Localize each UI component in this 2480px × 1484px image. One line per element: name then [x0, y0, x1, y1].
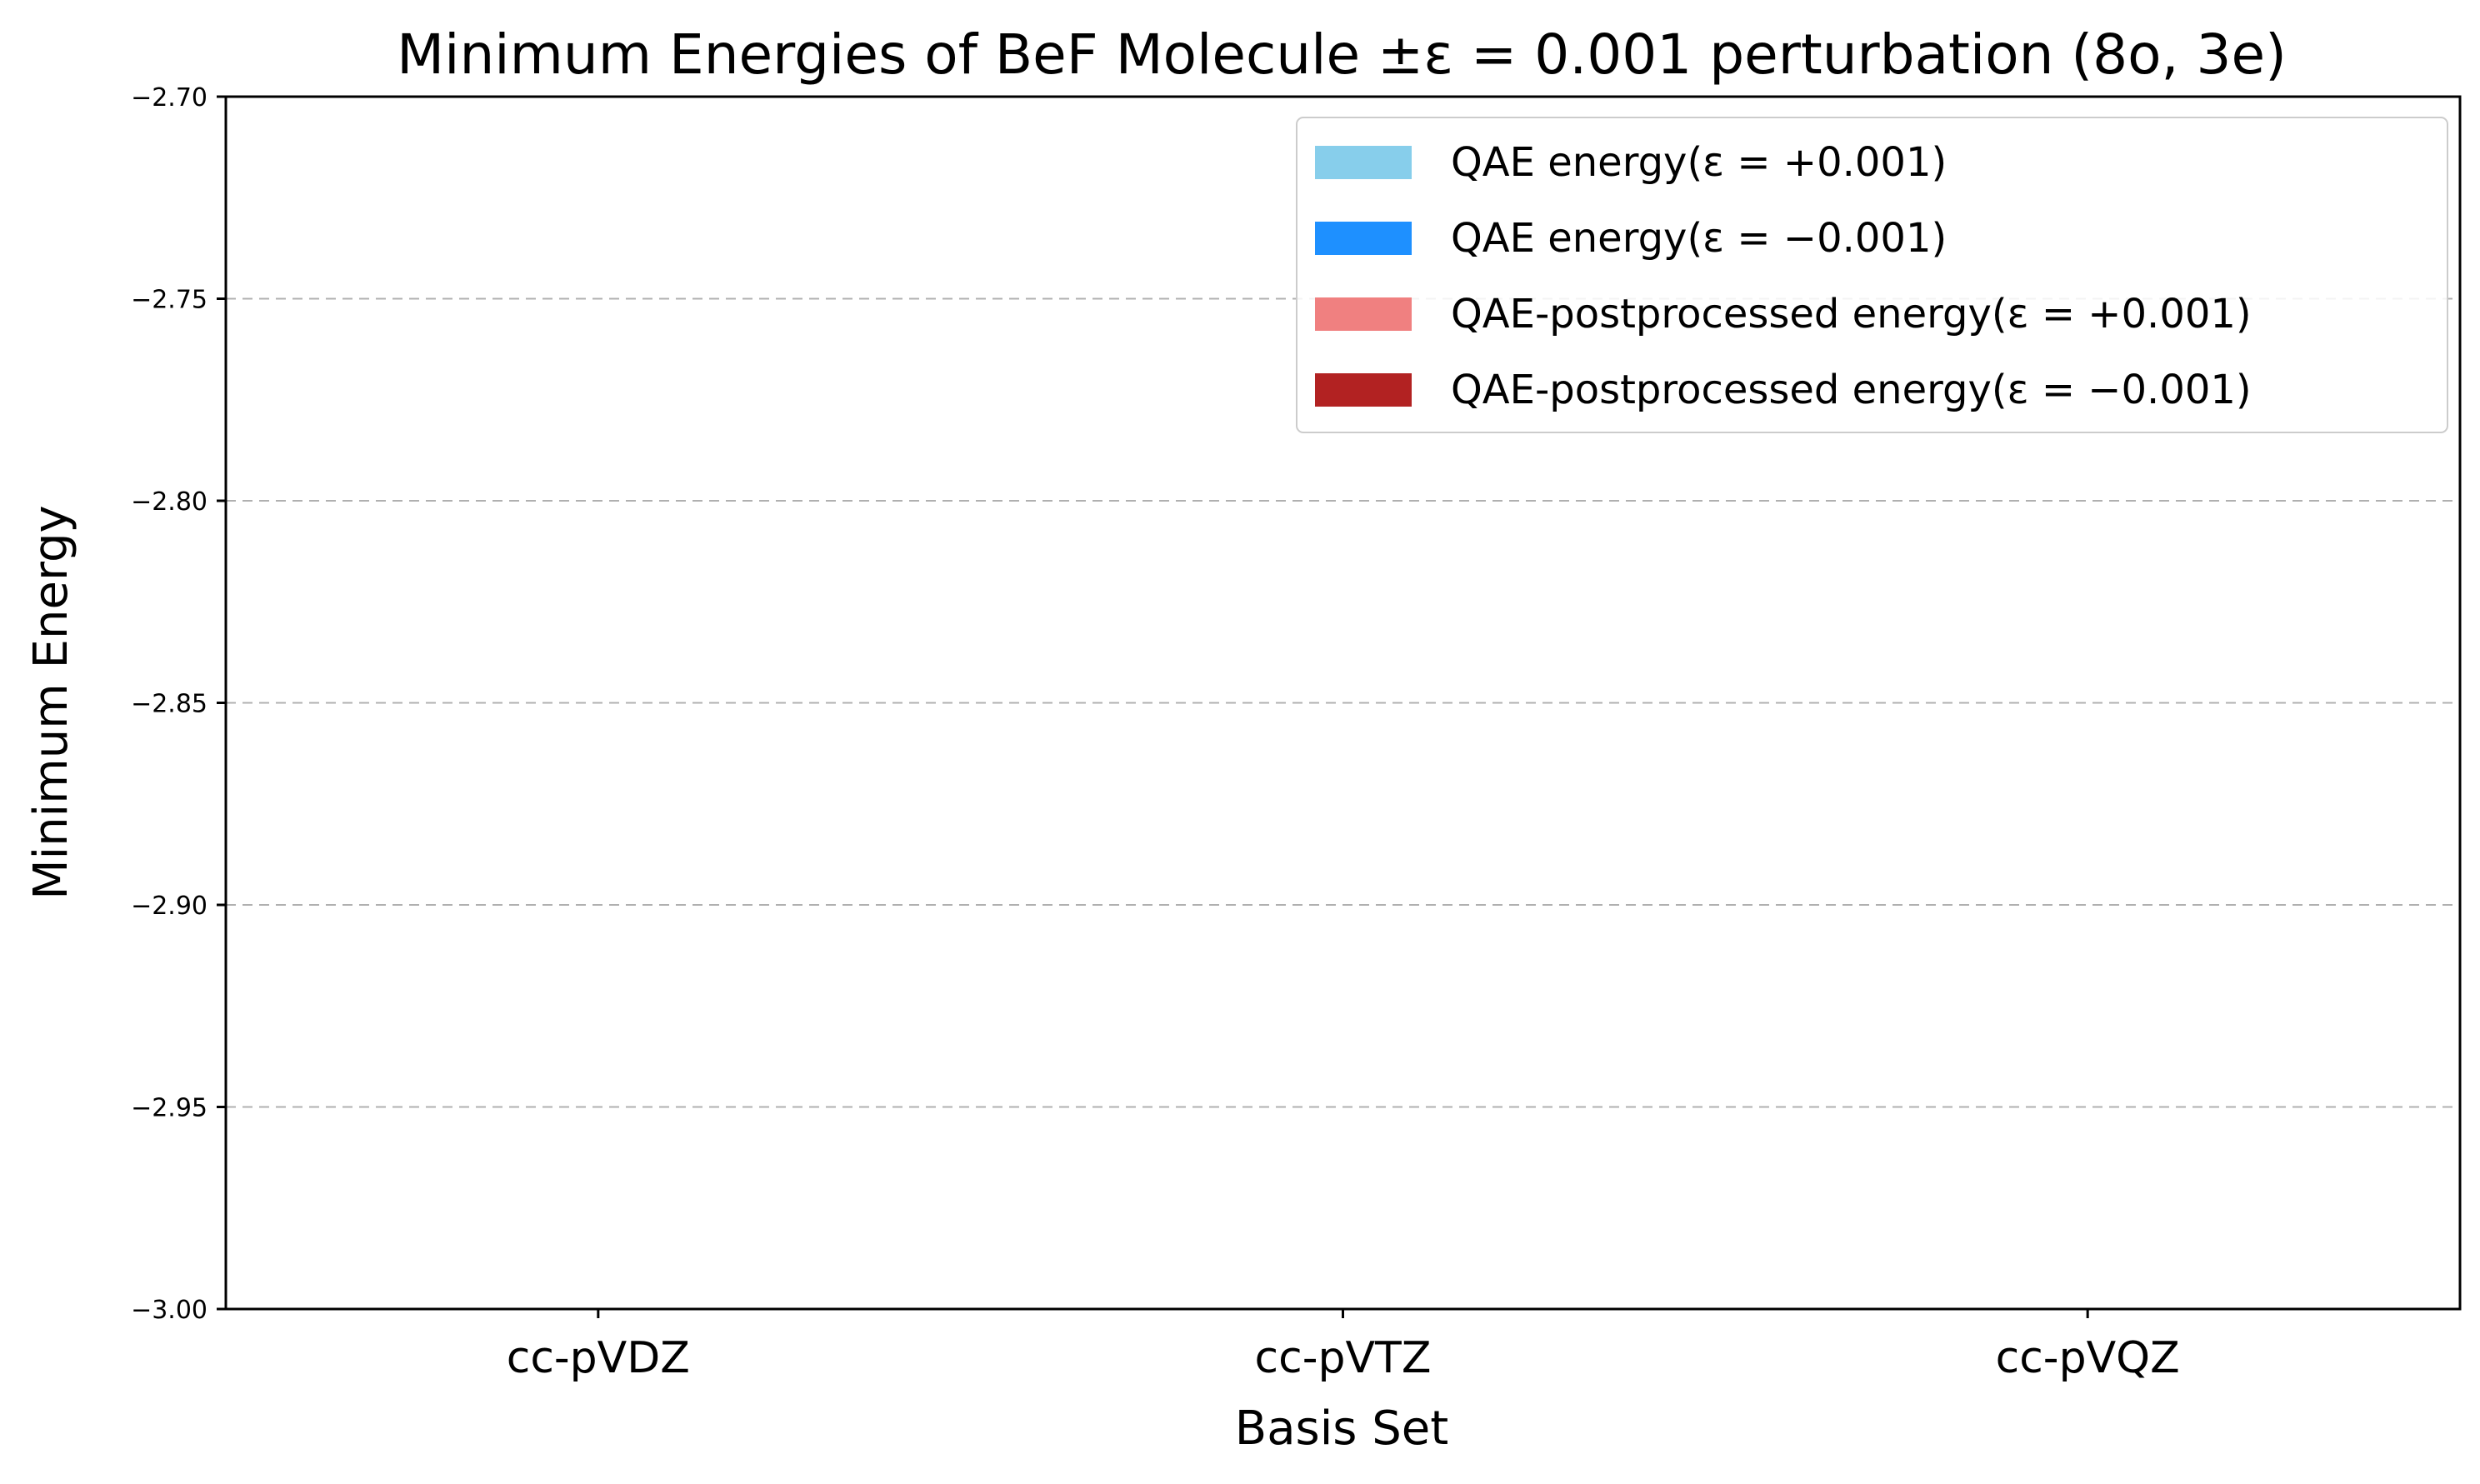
- x-axis-ticks: cc-pVDZ cc-pVTZ cc-pVQZ: [507, 1309, 2180, 1383]
- y-axis-ticks: −3.00 −2.95 −2.90 −2.85 −2.80 −2.75 −2.70: [131, 83, 226, 1325]
- legend-label-4: QAE-postprocessed energy(ε = −0.001): [1451, 367, 2252, 413]
- legend-swatch-4: [1315, 373, 1412, 407]
- legend-swatch-3: [1315, 297, 1412, 331]
- x-axis-title: Basis Set: [1235, 1402, 1448, 1456]
- legend-swatch-1: [1315, 146, 1412, 179]
- y-tick-label: −3.00: [131, 1296, 208, 1325]
- y-axis-title: Minimum Energy: [24, 505, 78, 899]
- y-tick-label: −2.75: [131, 286, 208, 315]
- legend-label-2: QAE energy(ε = −0.001): [1451, 215, 1947, 262]
- x-tick-label: cc-pVQZ: [1996, 1333, 2180, 1383]
- legend-swatch-2: [1315, 222, 1412, 255]
- legend: QAE energy(ε = +0.001) QAE energy(ε = −0.…: [1296, 117, 2448, 433]
- y-tick-label: −2.95: [131, 1094, 208, 1123]
- x-tick-label: cc-pVTZ: [1255, 1333, 1432, 1383]
- chart-title: Minimum Energies of BeF Molecule ±ε = 0.…: [397, 22, 2287, 87]
- legend-label-3: QAE-postprocessed energy(ε = +0.001): [1451, 291, 2252, 337]
- y-tick-label: −2.80: [131, 487, 208, 517]
- y-tick-label: −2.70: [131, 83, 208, 112]
- legend-frame: [1296, 117, 2448, 433]
- x-tick-label: cc-pVDZ: [507, 1333, 690, 1383]
- legend-label-1: QAE energy(ε = +0.001): [1451, 139, 1947, 186]
- y-tick-label: −2.85: [131, 690, 208, 719]
- y-tick-label: −2.90: [131, 892, 208, 921]
